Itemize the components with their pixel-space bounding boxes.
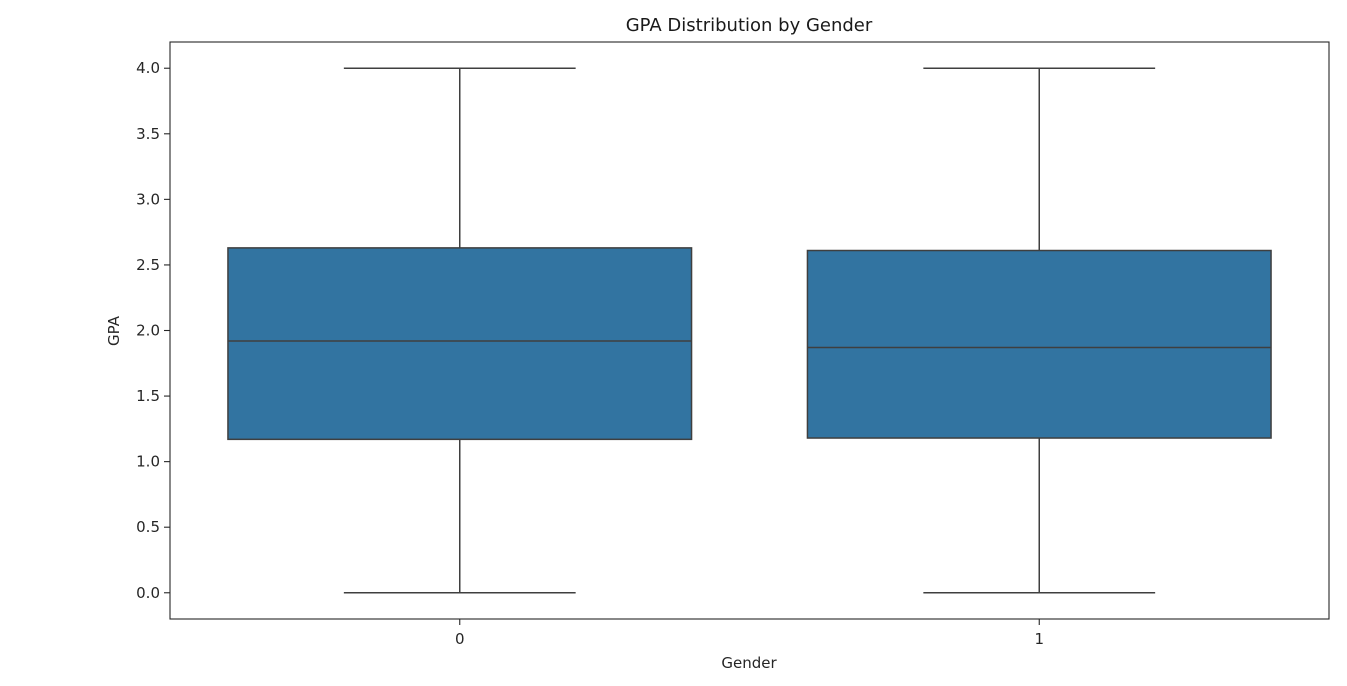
y-tick-label: 1.0 [136, 453, 160, 471]
x-axis-label: Gender [721, 654, 777, 672]
box-group [227, 67, 1272, 594]
y-tick-label: 0.0 [136, 584, 160, 602]
iqr-box [227, 247, 693, 441]
x-tick-label: 1 [1034, 630, 1044, 648]
y-tick-label: 3.5 [136, 125, 160, 143]
y-tick-label: 3.0 [136, 190, 160, 208]
box-1 [806, 67, 1272, 594]
y-tick-label: 1.5 [136, 387, 160, 405]
y-axis-ticks: 0.0 0.5 1.0 1.5 2.0 2.5 3.0 3.5 4.0 [136, 59, 170, 602]
y-tick-label: 2.5 [136, 256, 160, 274]
box-0 [227, 67, 693, 594]
y-tick-label: 4.0 [136, 59, 160, 77]
y-tick-label: 2.0 [136, 322, 160, 340]
y-axis-label: GPA [105, 315, 123, 346]
chart-title: GPA Distribution by Gender [626, 15, 873, 36]
x-tick-label: 0 [455, 630, 465, 648]
iqr-box [806, 249, 1272, 439]
y-tick-label: 0.5 [136, 518, 160, 536]
